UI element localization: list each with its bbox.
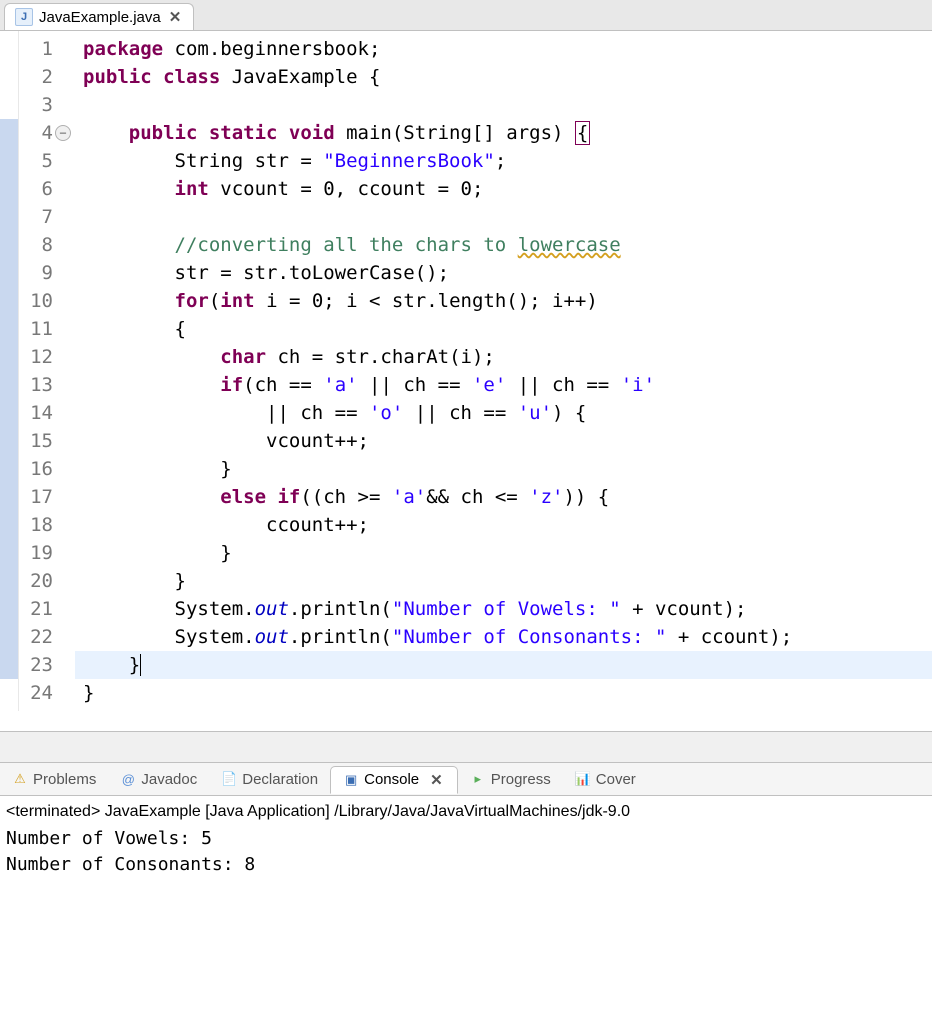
code-line[interactable]	[83, 91, 932, 119]
code-line[interactable]: public static void main(String[] args) {	[83, 119, 932, 147]
line-number: 12	[23, 343, 53, 371]
console-header: <terminated> JavaExample [Java Applicati…	[0, 796, 932, 826]
line-number: 14	[23, 399, 53, 427]
code-editor[interactable]: 1234−56789101112131415161718192021222324…	[0, 31, 932, 711]
code-line[interactable]: //converting all the chars to lowercase	[83, 231, 932, 259]
line-number: 1	[23, 35, 53, 63]
tab-label: Console	[364, 771, 419, 788]
code-line[interactable]: package com.beginnersbook;	[83, 35, 932, 63]
close-icon[interactable]: ✕	[428, 771, 445, 789]
code-line[interactable]: System.out.println("Number of Vowels: " …	[83, 595, 932, 623]
code-line[interactable]: if(ch == 'a' || ch == 'e' || ch == 'i'	[83, 371, 932, 399]
line-number: 22	[23, 623, 53, 651]
line-number: 18	[23, 511, 53, 539]
tab-label: Javadoc	[141, 771, 197, 788]
javadoc-icon: @	[120, 771, 136, 787]
progress-icon: ▸	[470, 771, 486, 787]
line-number: 21	[23, 595, 53, 623]
code-content[interactable]: package com.beginnersbook;public class J…	[75, 31, 932, 711]
editor-tab[interactable]: J JavaExample.java ✕	[4, 3, 194, 30]
code-line[interactable]: for(int i = 0; i < str.length(); i++)	[83, 287, 932, 315]
code-line[interactable]: String str = "BeginnersBook";	[83, 147, 932, 175]
tab-filename: JavaExample.java	[39, 9, 161, 26]
line-number: 11	[23, 315, 53, 343]
code-line[interactable]: ccount++;	[83, 511, 932, 539]
line-number: 8	[23, 231, 53, 259]
line-number: 15	[23, 427, 53, 455]
tab-console[interactable]: ▣ Console ✕	[330, 766, 458, 794]
code-line[interactable]	[83, 203, 932, 231]
panel-divider[interactable]	[0, 731, 932, 763]
code-line[interactable]: str = str.toLowerCase();	[83, 259, 932, 287]
console-output: Number of Vowels: 5Number of Consonants:…	[0, 826, 932, 888]
line-number: 5	[23, 147, 53, 175]
editor-tab-bar: J JavaExample.java ✕	[0, 0, 932, 31]
tab-label: Problems	[33, 771, 96, 788]
code-line[interactable]: public class JavaExample {	[83, 63, 932, 91]
line-number: 23	[23, 651, 53, 679]
line-number: 10	[23, 287, 53, 315]
line-number-gutter: 1234−56789101112131415161718192021222324	[19, 31, 59, 711]
tab-label: Declaration	[242, 771, 318, 788]
tab-cover[interactable]: 📊 Cover	[563, 767, 648, 792]
code-line[interactable]: char ch = str.charAt(i);	[83, 343, 932, 371]
code-line[interactable]: }	[83, 679, 932, 707]
tab-problems[interactable]: ⚠ Problems	[0, 767, 108, 792]
tab-javadoc[interactable]: @ Javadoc	[108, 767, 209, 792]
code-line[interactable]: }	[83, 455, 932, 483]
console-status-line: <terminated> JavaExample [Java Applicati…	[6, 803, 630, 820]
code-line[interactable]: || ch == 'o' || ch == 'u') {	[83, 399, 932, 427]
code-line[interactable]: }	[75, 651, 932, 679]
code-line[interactable]: else if((ch >= 'a'&& ch <= 'z')) {	[83, 483, 932, 511]
code-line[interactable]: int vcount = 0, ccount = 0;	[83, 175, 932, 203]
line-number: 20	[23, 567, 53, 595]
code-line[interactable]: vcount++;	[83, 427, 932, 455]
tab-progress[interactable]: ▸ Progress	[458, 767, 563, 792]
close-icon[interactable]: ✕	[167, 8, 184, 26]
console-line: Number of Consonants: 8	[6, 852, 926, 878]
fold-toggle-icon[interactable]: −	[55, 125, 71, 141]
line-number: 17	[23, 483, 53, 511]
line-number: 4−	[23, 119, 53, 147]
line-number: 9	[23, 259, 53, 287]
change-marker-column	[0, 31, 19, 711]
code-line[interactable]: }	[83, 567, 932, 595]
declaration-icon: 📄	[221, 771, 237, 787]
line-number: 13	[23, 371, 53, 399]
tab-label: Cover	[596, 771, 636, 788]
cover-icon: 📊	[575, 771, 591, 787]
code-line[interactable]: }	[83, 539, 932, 567]
line-number: 2	[23, 63, 53, 91]
java-file-icon: J	[15, 8, 33, 26]
line-number: 7	[23, 203, 53, 231]
line-number: 6	[23, 175, 53, 203]
bottom-tab-bar: ⚠ Problems @ Javadoc 📄 Declaration ▣ Console ✕ ▸ P…	[0, 763, 932, 796]
line-number: 3	[23, 91, 53, 119]
problems-icon: ⚠	[12, 771, 28, 787]
console-icon: ▣	[343, 772, 359, 788]
line-number: 19	[23, 539, 53, 567]
tab-label: Progress	[491, 771, 551, 788]
line-number: 16	[23, 455, 53, 483]
code-line[interactable]: System.out.println("Number of Consonants…	[83, 623, 932, 651]
tab-declaration[interactable]: 📄 Declaration	[209, 767, 330, 792]
line-number: 24	[23, 679, 53, 707]
console-line: Number of Vowels: 5	[6, 826, 926, 852]
code-line[interactable]: {	[83, 315, 932, 343]
